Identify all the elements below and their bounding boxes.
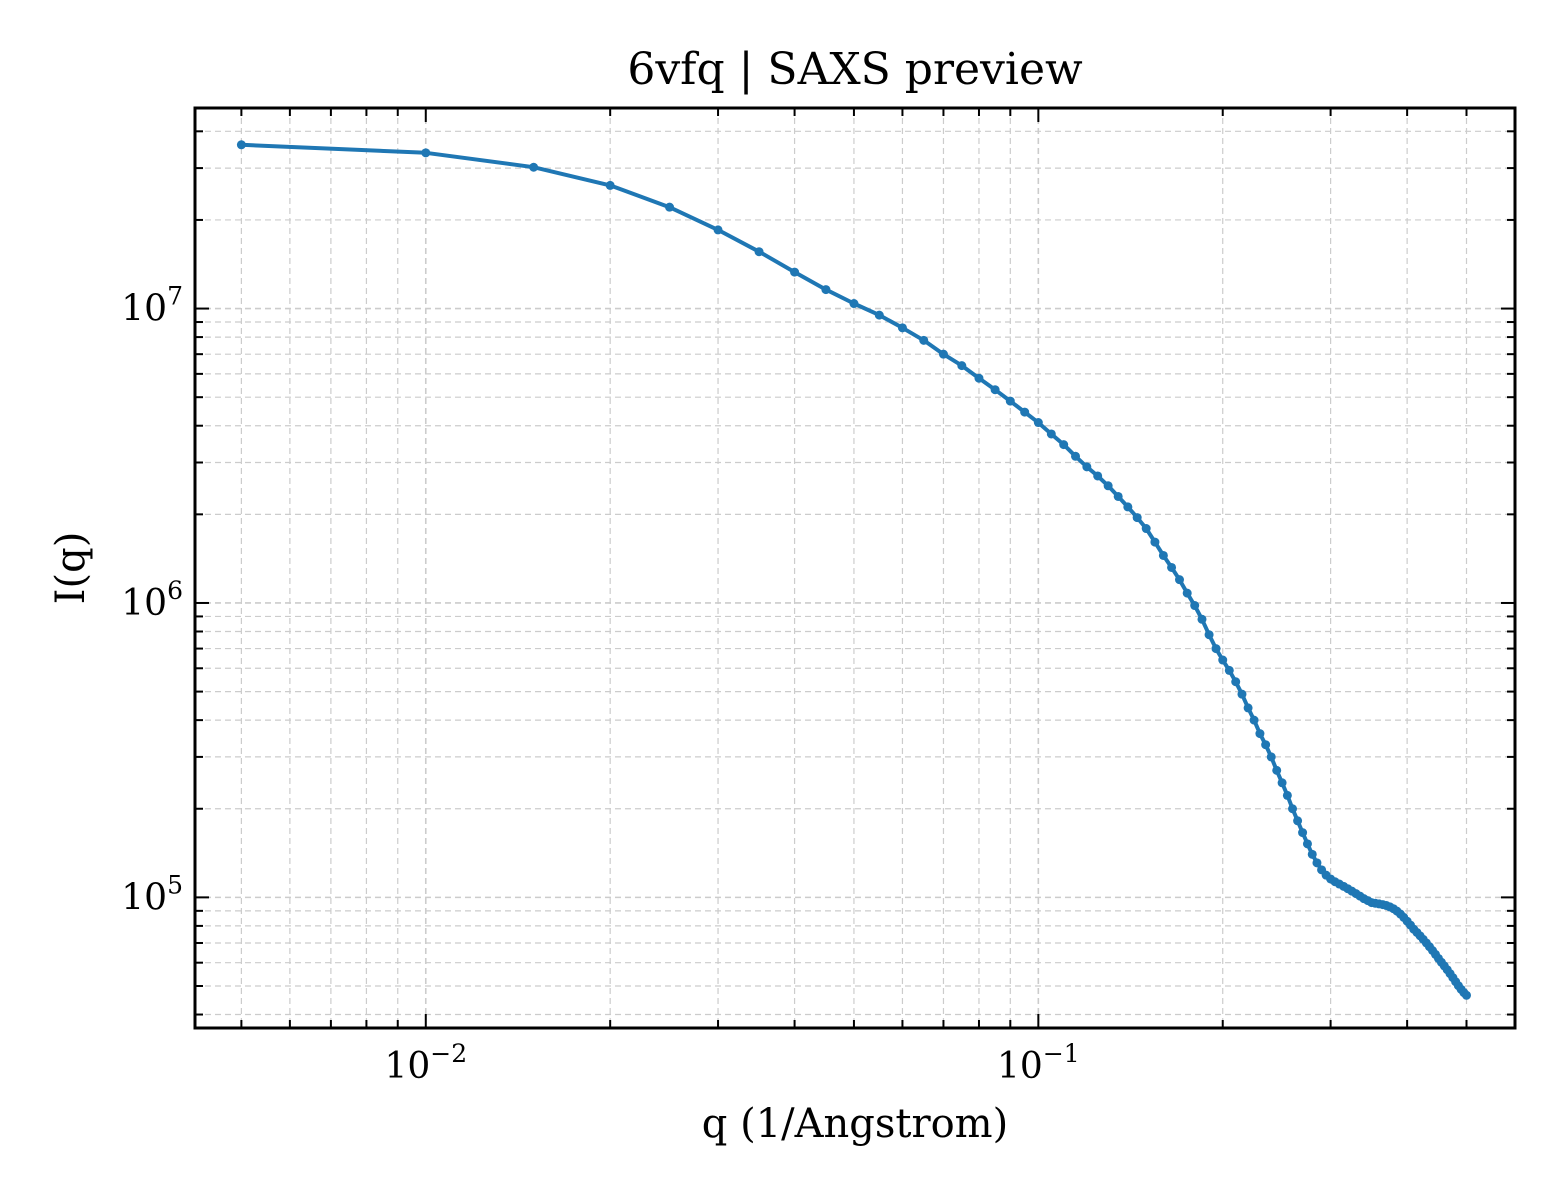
data-point [1211,644,1221,654]
data-point [919,335,929,345]
data-point [236,140,246,150]
data-point [1255,729,1265,739]
data-point [1243,703,1253,713]
data-point [1182,588,1192,598]
data-point [665,202,675,212]
data-point [1103,481,1113,491]
tick-labels: 10−2 10−1 105 106 107 [121,282,1079,1087]
y-axis-title: I(q) [48,532,94,605]
data-point [1312,858,1322,868]
data-point [605,180,615,190]
plot-frame [193,106,1517,1030]
y-tick-label: 107 [121,282,183,330]
data-point [1298,828,1308,838]
data-point [957,361,967,371]
data-point [1282,790,1292,800]
data-point [1167,562,1177,572]
data-point [1093,471,1103,481]
data-point [790,267,800,277]
x-axis-title: q (1/Angstrom) [702,1101,1008,1147]
data-point [1266,752,1276,762]
data-point [1261,740,1271,750]
data-point [1307,849,1317,859]
data-point [1277,778,1287,788]
data-point [849,299,859,309]
data-point [1071,451,1081,461]
data-point [1272,765,1282,775]
data-point [754,247,764,257]
data-point [990,385,1000,395]
data-point [821,285,831,295]
data-point [874,310,884,320]
data-point [1293,816,1303,826]
y-tick-label: 106 [121,576,183,624]
data-point [1046,429,1056,439]
data-point [1158,550,1168,560]
data-point [713,225,723,235]
data-point [1190,601,1200,611]
data-point [1132,513,1142,523]
data-point [1033,418,1043,428]
data-point [1302,839,1312,849]
data-point [1113,491,1123,501]
data-point [1123,502,1133,512]
data-point [1059,440,1069,450]
data-point [1082,462,1092,472]
data-point [938,349,948,359]
data-point [897,323,907,333]
data-point [1288,804,1298,814]
data-point [1461,990,1471,1000]
x-tick-label: 10−2 [384,1039,467,1087]
data-point [1231,677,1241,687]
data-point [529,162,539,172]
data-point [1224,665,1234,675]
y-tick-label: 105 [121,870,183,918]
data-point [1150,537,1160,547]
data-point [1005,396,1015,406]
data-point [1204,630,1214,640]
ticks [195,108,1515,1028]
data-point [1141,524,1151,534]
series-layer [236,140,1471,1000]
data-point [1218,655,1228,665]
data-point [1020,407,1030,417]
data-point [1197,614,1207,624]
data-point [1249,715,1259,725]
data-point [421,148,431,158]
grid [195,108,1515,1028]
data-point [1237,689,1247,699]
x-tick-label: 10−1 [997,1039,1080,1087]
chart-title: 6vfq | SAXS preview [627,44,1083,95]
data-point [974,373,984,383]
data-point [1175,575,1185,585]
